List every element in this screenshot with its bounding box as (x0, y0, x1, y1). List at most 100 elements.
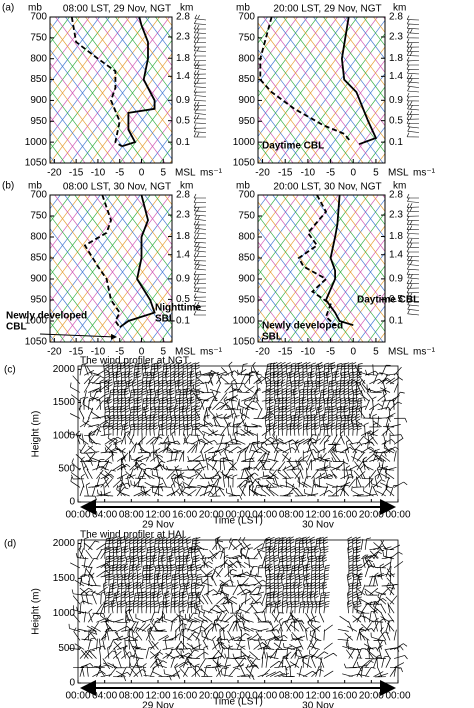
isotherm (367, 318, 385, 342)
y-tick-label: 500 (58, 463, 75, 474)
isotherm (50, 17, 80, 57)
y2-tick-label: 2.8 (389, 12, 403, 23)
barb-unit: ms⁻¹ (413, 168, 436, 179)
y-tick-label: 1050 (25, 337, 48, 348)
y-tick-label: 1050 (25, 158, 48, 169)
isotherm (398, 17, 474, 163)
adiabat (282, 195, 385, 332)
adiabat (258, 254, 324, 342)
y-tick-label: 800 (30, 53, 47, 64)
y2-tick-label: 0.1 (176, 137, 190, 148)
isotherm (119, 93, 172, 163)
panel-label: (d) (4, 539, 16, 550)
isotherm (98, 195, 208, 342)
isotherm (317, 73, 385, 163)
y2-tick-label: 0.9 (176, 95, 190, 106)
plot-frame (257, 16, 386, 164)
x-tick-label: 08:00 (279, 510, 304, 521)
x-tick-label: -10 (301, 347, 316, 358)
isotherm (287, 33, 385, 163)
y-tick-label: 1000 (25, 137, 48, 148)
isotherm (89, 53, 172, 163)
adiabat (423, 195, 474, 342)
adiabat (50, 89, 106, 163)
x-tick-label: 00:00 (65, 510, 90, 521)
adiabat (50, 241, 126, 342)
x-tick-label: -10 (91, 168, 106, 179)
adiabat (313, 17, 385, 113)
y-tick-label: 750 (238, 211, 255, 222)
isotherm (50, 195, 71, 223)
y2-tick-label: 1.4 (176, 71, 190, 82)
x-tick-label: -15 (69, 347, 84, 358)
y-tick-label: 800 (238, 232, 255, 243)
adiabat (258, 241, 334, 342)
y-tick-label: 850 (30, 74, 47, 85)
isotherm (50, 195, 101, 263)
isotherm (258, 195, 359, 330)
x-tick-label: 5 (161, 168, 167, 179)
y2-tick-label: 0.9 (389, 274, 403, 285)
y-tick-label: 850 (30, 253, 47, 264)
isotherm (149, 312, 172, 342)
x-axis-label: Time (LST) (213, 697, 263, 708)
isotherm (258, 17, 308, 84)
annotation: Nighttime (155, 303, 202, 314)
y2-axis-label: km (393, 181, 406, 192)
adiabat (74, 195, 172, 326)
adiabat (145, 17, 172, 53)
date-label: 30 Nov (302, 520, 334, 531)
y-tick-label: 800 (30, 232, 47, 243)
adiabat (258, 308, 284, 342)
wind-barbs (67, 361, 408, 501)
plot-frame (257, 194, 386, 343)
y2-axis-label: km (180, 3, 193, 14)
adiabat (50, 62, 126, 163)
x-tick-label: 12:00 (145, 510, 170, 521)
isotherm (267, 17, 378, 163)
y-axis-label: mb (28, 181, 42, 192)
y-tick-label: 1000 (233, 137, 256, 148)
y-tick-label: 850 (238, 253, 255, 264)
isotherm (258, 17, 338, 124)
x-tick-label: 16:00 (332, 691, 357, 702)
adiabat (322, 195, 385, 279)
isotherm (139, 298, 172, 342)
y2-tick-label: 2.3 (176, 210, 190, 221)
y-tick-label: 0 (69, 497, 75, 508)
adiabat (302, 195, 385, 306)
isotherm (258, 17, 318, 97)
y-tick-label: 900 (238, 274, 255, 285)
wind-barbs (406, 193, 420, 316)
adiabat (263, 17, 374, 163)
isotherm (99, 245, 172, 342)
y2-tick-label: 1.8 (176, 53, 190, 64)
x-tick-label: 20:00 (199, 691, 224, 702)
x-tick-label: 0 (350, 168, 356, 179)
y2-tick-label: 1.8 (389, 53, 403, 64)
skewt-background (50, 17, 172, 163)
dewpoint-line (70, 16, 123, 148)
adiabat (413, 195, 474, 342)
y2-tick-label: 0.5 (389, 115, 403, 126)
isotherm (448, 17, 474, 163)
x-tick-label: -20 (47, 347, 62, 358)
x-tick-label: -10 (91, 347, 106, 358)
adiabat (50, 308, 76, 342)
y-axis-label: mb (236, 181, 250, 192)
adiabat (303, 17, 385, 127)
adiabat (272, 195, 384, 342)
date-label: 29 Nov (142, 701, 174, 708)
y-tick-label: 750 (238, 32, 255, 43)
date-label: 30 Nov (302, 701, 334, 708)
adiabat (258, 115, 294, 163)
adiabat (258, 35, 354, 163)
chart-title: 08:00 LST, 30 Nov, NGT (63, 182, 171, 193)
y2-tick-label: 1.8 (176, 231, 190, 242)
isotherm (327, 86, 385, 163)
adiabat (50, 115, 86, 163)
y2-tick-label: 2.3 (389, 210, 403, 221)
isotherm (50, 195, 131, 303)
isotherm (99, 66, 172, 163)
isotherm (347, 292, 385, 342)
